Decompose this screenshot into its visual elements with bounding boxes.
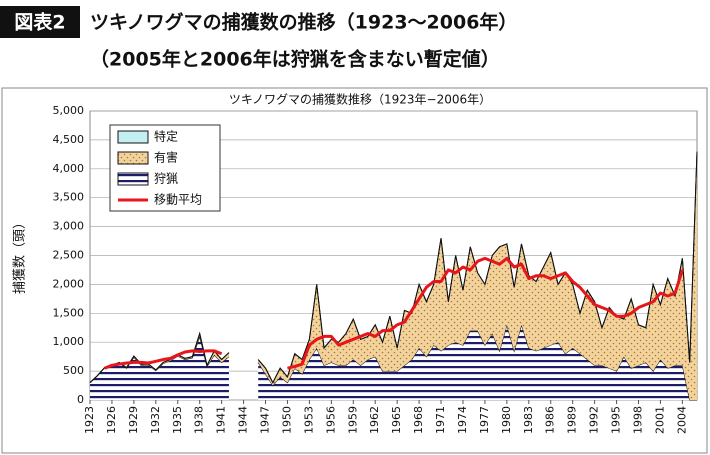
legend-key	[117, 130, 149, 144]
area	[90, 151, 697, 400]
x-tick-label: 1926	[105, 406, 118, 434]
x-tick-label: 1929	[127, 406, 140, 434]
chart-title: ツキノワグマの捕獲数推移（1923年−2006年）	[229, 92, 491, 107]
x-tick-label: 1974	[456, 406, 469, 434]
x-tick-label: 1956	[324, 406, 337, 434]
x-tick-label: 1971	[434, 406, 447, 434]
legend-key	[117, 172, 149, 186]
legend-key	[117, 151, 149, 165]
y-tick-label: 3,500	[53, 191, 85, 204]
legend-label: 移動平均	[154, 193, 202, 207]
area	[90, 324, 697, 400]
x-tick-label: 1992	[588, 406, 601, 434]
x-tick-label: 1944	[237, 406, 250, 434]
y-axis-label: 捕獲数（頭）	[12, 216, 28, 294]
x-tick-label: 1986	[544, 406, 557, 434]
y-tick-label: 1,000	[53, 335, 85, 348]
x-tick-label: 1995	[610, 406, 623, 434]
y-tick-label: 2,500	[53, 249, 85, 262]
y-tick-label: 3,000	[53, 220, 85, 233]
x-tick-label: 1983	[522, 406, 535, 434]
x-tick-label: 1965	[390, 406, 403, 434]
page-subtitle: （2005年と2006年は狩猟を含まない暫定値）	[90, 48, 500, 71]
x-tick-label: 1980	[500, 406, 513, 434]
chart-frame	[1, 87, 708, 454]
x-tick-label: 1932	[149, 406, 162, 434]
x-tick-label: 1962	[368, 406, 381, 434]
x-tick-label: 2004	[675, 406, 688, 434]
x-tick-label: 1941	[215, 406, 228, 434]
y-tick-label: 500	[63, 364, 84, 377]
x-tick-label: 1998	[631, 406, 644, 434]
legend-label: 狩猟	[154, 171, 178, 186]
y-tick-label: 5,000	[53, 104, 85, 117]
page-title: ツキノワグマの捕獲数の推移（1923〜2006年）	[90, 11, 517, 34]
x-tick-label: 1935	[171, 406, 184, 434]
x-tick-label: 1947	[259, 406, 272, 434]
x-tick-label: 2001	[653, 406, 666, 434]
legend-label: 有害	[154, 150, 178, 165]
legend-label: 特定	[154, 129, 178, 144]
x-tick-label: 1923	[83, 406, 96, 434]
badge-box	[0, 6, 80, 38]
x-tick-label: 1953	[302, 406, 315, 434]
y-tick-label: 4,000	[53, 162, 85, 175]
x-tick-label: 1959	[346, 406, 359, 434]
x-tick-label: 1977	[478, 406, 491, 434]
x-tick-label: 1968	[412, 406, 425, 434]
x-tick-label: 1989	[566, 406, 579, 434]
y-tick-label: 1,500	[53, 306, 85, 319]
line	[104, 256, 684, 370]
x-tick-label: 1950	[280, 406, 293, 434]
y-tick-label: 0	[77, 393, 84, 406]
y-tick-label: 4,500	[53, 133, 85, 146]
badge: 図表2	[14, 11, 65, 34]
y-tick-label: 2,000	[53, 277, 85, 290]
x-tick-label: 1938	[193, 406, 206, 434]
